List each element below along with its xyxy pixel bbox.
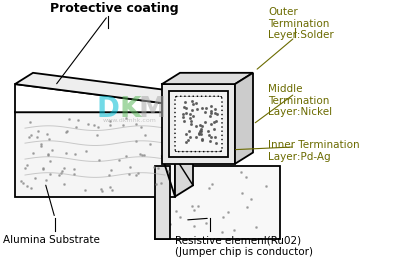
Text: Inner Termination
Layer:Pd-Ag: Inner Termination Layer:Pd-Ag — [268, 140, 360, 162]
Text: D: D — [97, 95, 120, 123]
Polygon shape — [155, 166, 280, 239]
Text: K: K — [119, 95, 141, 123]
Text: Outer
Termination
Leyer:Solder: Outer Termination Leyer:Solder — [268, 7, 334, 40]
Polygon shape — [15, 84, 175, 112]
Polygon shape — [169, 91, 228, 157]
Polygon shape — [162, 84, 235, 164]
Text: www.dkmhk.com: www.dkmhk.com — [103, 118, 157, 123]
Polygon shape — [15, 73, 193, 105]
FancyBboxPatch shape — [175, 96, 222, 152]
Text: Middle
Termination
Layer:Nickel: Middle Termination Layer:Nickel — [268, 84, 332, 117]
Text: Resistive elemenl(Ru02)
(Jumper chip is conductor): Resistive elemenl(Ru02) (Jumper chip is … — [175, 235, 313, 257]
Polygon shape — [175, 93, 193, 112]
Polygon shape — [175, 101, 193, 197]
Polygon shape — [176, 97, 221, 151]
Text: Alumina Substrate: Alumina Substrate — [3, 235, 100, 245]
Polygon shape — [15, 112, 175, 197]
Polygon shape — [155, 166, 170, 239]
Polygon shape — [15, 101, 193, 112]
Polygon shape — [162, 73, 253, 84]
Text: Protective coating: Protective coating — [50, 2, 179, 15]
Polygon shape — [235, 73, 253, 164]
Text: M: M — [138, 95, 166, 123]
